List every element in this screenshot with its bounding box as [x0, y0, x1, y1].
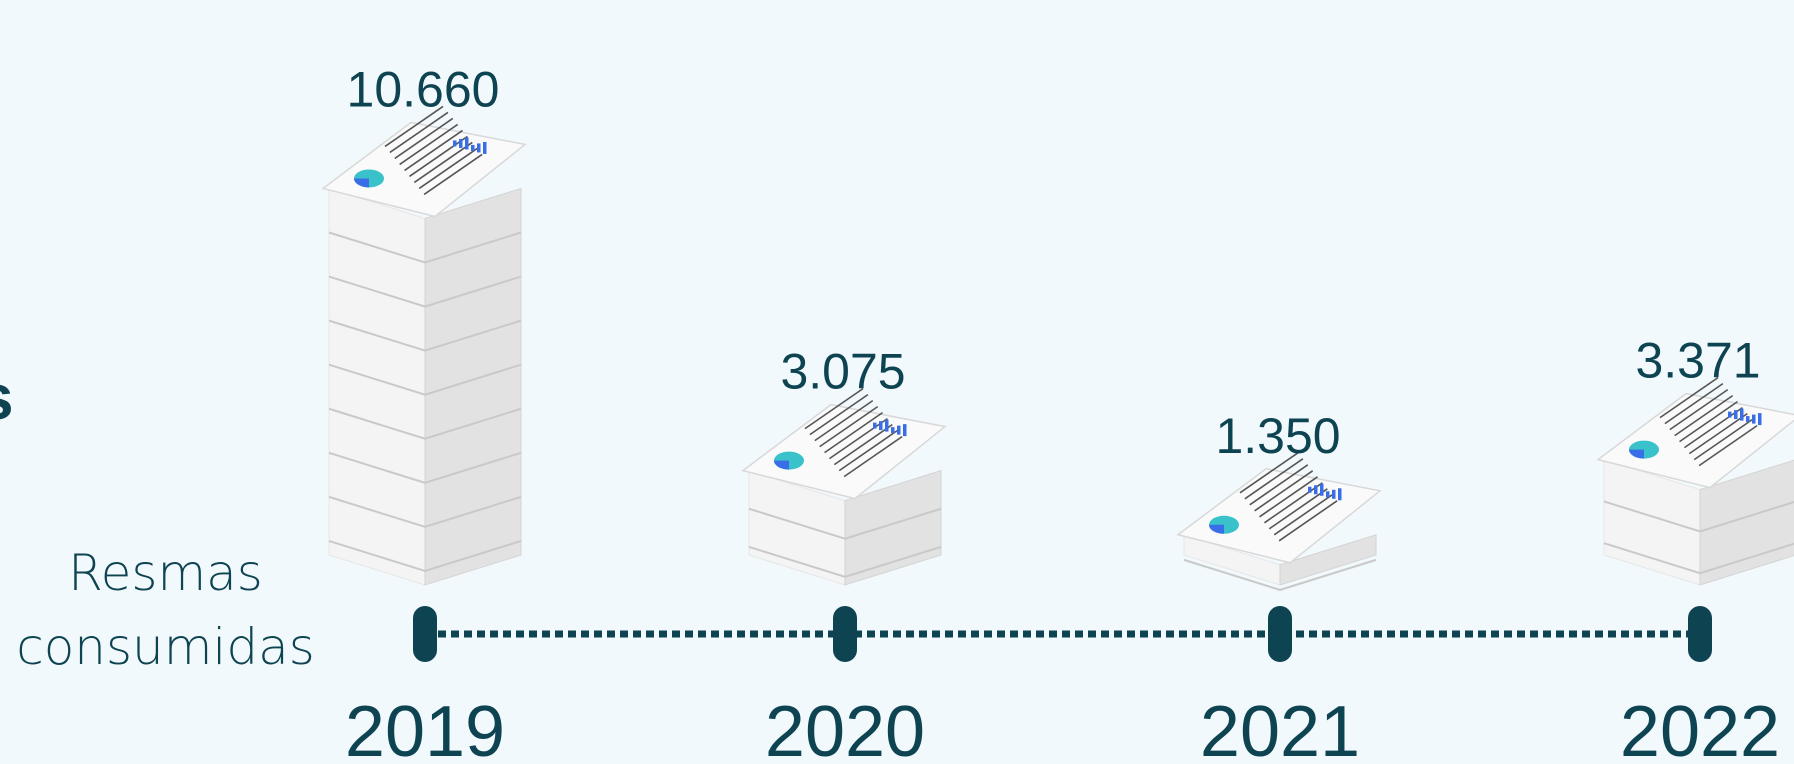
- bar-sheet-line: [328, 231, 522, 264]
- bar-sheet-line: [328, 495, 522, 528]
- bar-sheet-line: [328, 539, 522, 572]
- bar-sheet-line: [328, 407, 522, 440]
- bar-sheet-line: [1603, 500, 1794, 533]
- data-label-2019: 10.660: [347, 61, 500, 117]
- bar-sheet-line: [328, 451, 522, 484]
- ylabel-line-2: consumidas: [16, 618, 315, 676]
- document-icon: [1596, 376, 1794, 489]
- data-label-2021: 1.350: [1215, 408, 1340, 464]
- data-label-2022: 3.371: [1635, 333, 1760, 389]
- cut-off-title-glyph: s: [0, 360, 14, 434]
- bar-sheet-line: [748, 545, 942, 578]
- bar-sheet-line: [1183, 558, 1377, 591]
- data-label-2020: 3.075: [780, 344, 905, 400]
- timeline-marker: [1688, 606, 1712, 662]
- bar-2019: [321, 105, 527, 586]
- ylabel: Resmas consumidas: [8, 536, 323, 684]
- x-tick-label-2019: 2019: [345, 692, 505, 764]
- ylabel-line-1: Resmas: [68, 544, 263, 602]
- timeline-marker: [1268, 606, 1292, 662]
- bar-sheet-line: [328, 363, 522, 396]
- document-icon: [1176, 452, 1382, 564]
- document-icon: [321, 105, 527, 218]
- bar-sheet-line: [748, 507, 942, 540]
- bar-sheet-line: [328, 275, 522, 308]
- bar-face-right: [1699, 459, 1794, 586]
- x-tick-label-2020: 2020: [765, 692, 925, 764]
- bar-face-right: [844, 469, 942, 586]
- x-tick-label-2021: 2021: [1200, 692, 1360, 764]
- bar-sheet-line: [1603, 542, 1794, 575]
- timeline-marker: [833, 606, 857, 662]
- bar-2022: [1596, 376, 1794, 586]
- bar-face-right: [1279, 534, 1377, 586]
- timeline-marker: [413, 606, 437, 662]
- x-tick-label-2022: 2022: [1620, 692, 1780, 764]
- bar-sheet-line: [328, 319, 522, 352]
- document-icon: [741, 387, 947, 500]
- bar-2021: [1176, 452, 1382, 591]
- bar-face-right: [424, 187, 522, 586]
- bar-2020: [741, 387, 947, 586]
